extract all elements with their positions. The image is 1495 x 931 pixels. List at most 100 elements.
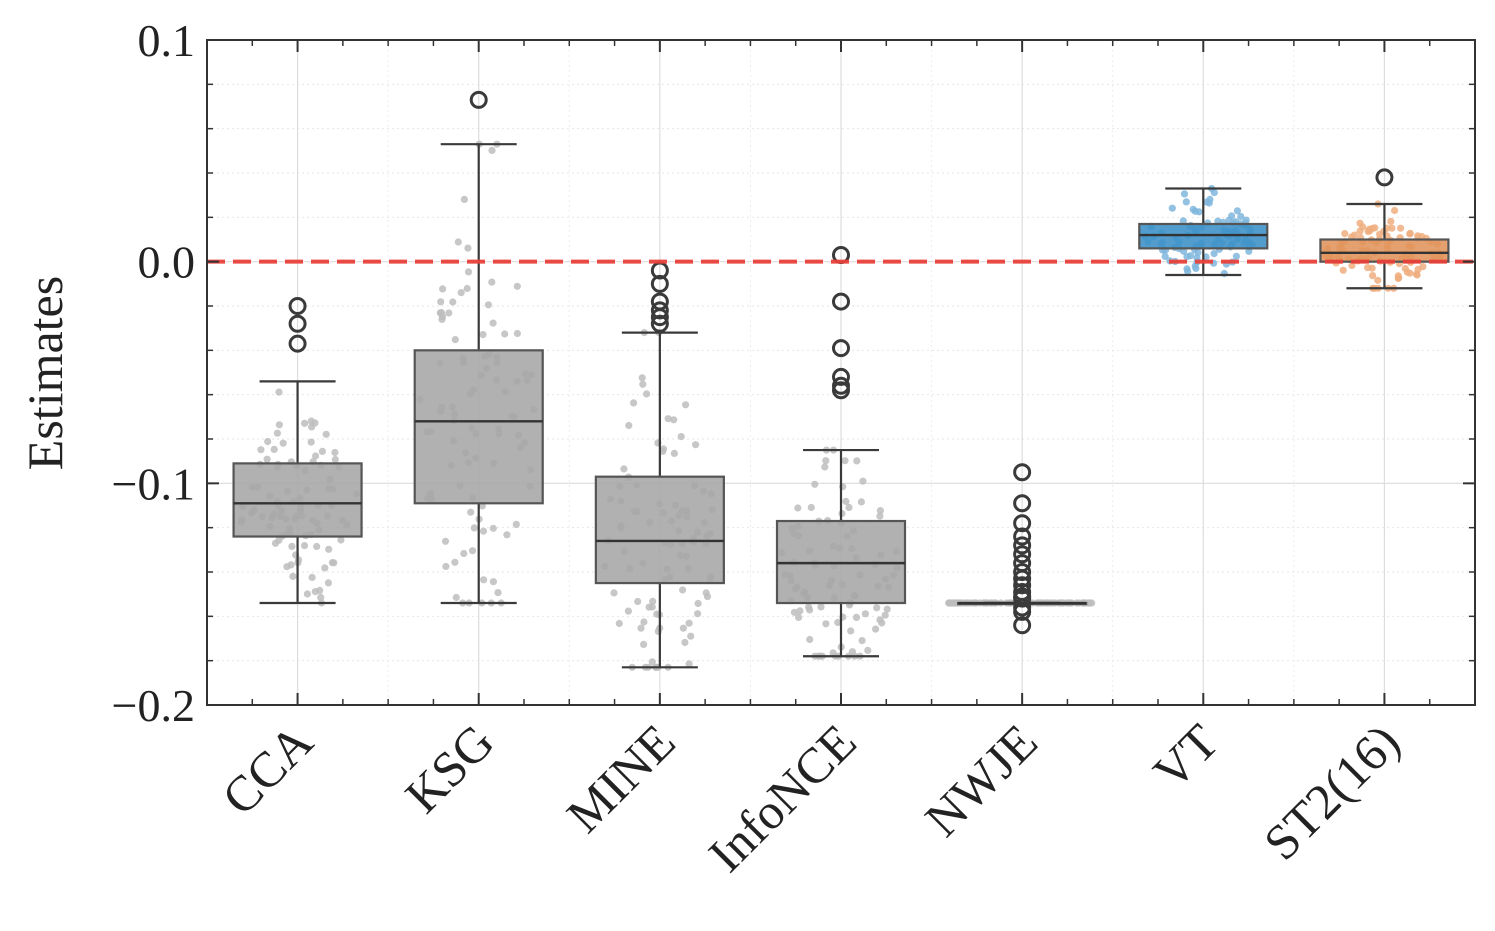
swarm-point <box>1182 198 1190 206</box>
swarm-point <box>1180 190 1189 198</box>
outlier-point <box>832 339 850 358</box>
swarm-point <box>303 590 311 598</box>
swarm-point <box>664 415 672 423</box>
iqr-box <box>594 475 725 585</box>
x-category-label: MINE <box>556 713 686 843</box>
swarm-point <box>308 573 316 582</box>
swarm-point <box>513 329 522 338</box>
y-tick-labels: 0.1 0.0 −0.1 −0.2 <box>112 15 195 731</box>
swarm-point <box>794 504 802 512</box>
swarm-point <box>454 238 462 246</box>
swarm-point <box>1348 261 1356 270</box>
x-category-label: VT <box>1142 713 1229 800</box>
swarm-point <box>807 503 815 512</box>
swarm-point <box>460 549 468 558</box>
swarm-point <box>1233 207 1241 215</box>
swarm-point <box>457 289 465 297</box>
swarm-point <box>610 589 618 597</box>
swarm-point <box>670 416 678 424</box>
outlier-point <box>1013 494 1032 513</box>
swarm-point <box>951 599 959 607</box>
box-cca <box>232 297 363 605</box>
swarm-point <box>1232 252 1240 260</box>
swarm-point <box>449 298 457 306</box>
swarm-point <box>512 520 520 529</box>
swarm-point <box>307 438 315 446</box>
swarm-point <box>634 597 642 606</box>
swarm-point <box>876 512 884 520</box>
swarm-point <box>289 572 297 581</box>
swarm-point <box>1391 206 1399 215</box>
swarm-point <box>279 439 287 447</box>
x-category-label: InfoNCE <box>698 713 867 882</box>
swarm-point <box>841 457 849 465</box>
swarm-point <box>817 603 825 611</box>
swarm-point <box>479 331 487 339</box>
outlier-point <box>288 314 307 333</box>
y-axis-title: Estimates <box>17 276 73 470</box>
swarm-point <box>883 605 891 613</box>
swarm-point <box>324 579 332 587</box>
outlier-point <box>650 301 669 320</box>
box-infonce <box>775 246 907 658</box>
swarm-point <box>679 624 688 632</box>
swarm-point <box>273 429 281 437</box>
swarm-point <box>878 619 886 627</box>
swarm-point <box>337 536 345 544</box>
outlier-point <box>832 292 850 311</box>
swarm-point <box>301 419 309 427</box>
x-category-label: KSG <box>394 713 504 823</box>
swarm-point <box>1168 204 1176 212</box>
outlier-point <box>832 381 850 400</box>
outlier-point <box>1013 463 1032 482</box>
outlier-point <box>1013 545 1032 564</box>
swarm-point <box>318 447 326 455</box>
x-category-label: ST2(16) <box>1253 713 1410 870</box>
swarm-point <box>829 649 837 657</box>
swarm-point <box>439 285 447 293</box>
swarm-point <box>1369 272 1377 280</box>
swarm-point <box>1406 230 1414 238</box>
swarm-point <box>464 268 473 276</box>
swarm-point <box>264 437 272 446</box>
swarm-point <box>822 620 830 628</box>
swarm-point <box>1368 264 1376 272</box>
outlier-point <box>650 308 669 327</box>
outlier-point <box>1013 514 1032 533</box>
iqr-box <box>413 349 544 505</box>
swarm-point <box>694 599 702 608</box>
swarm-point <box>872 625 880 633</box>
swarm-point <box>620 465 628 473</box>
swarm-point <box>275 388 283 396</box>
box-st2-16- <box>1319 168 1450 290</box>
swarm-point <box>300 542 309 550</box>
swarm-point <box>489 578 497 586</box>
swarm-point <box>1210 250 1218 258</box>
swarm-point <box>1237 212 1245 221</box>
swarm-point <box>445 309 453 317</box>
swarm-point <box>853 457 861 465</box>
y-tick-label: −0.2 <box>112 680 195 731</box>
swarm-point <box>317 593 325 602</box>
swarm-point <box>881 611 889 619</box>
swarm-point <box>852 613 861 622</box>
swarm-point <box>307 417 315 425</box>
swarm-point <box>257 446 265 454</box>
outlier-point <box>288 297 307 315</box>
swarm-point <box>1191 207 1199 215</box>
swarm-point <box>322 430 330 438</box>
swarm-point <box>484 301 492 309</box>
swarm-point <box>494 589 502 597</box>
outlier-point <box>1013 576 1032 595</box>
swarm-point <box>452 593 460 602</box>
swarm-point <box>639 380 647 388</box>
swarm-point <box>682 401 690 409</box>
swarm-point <box>488 146 496 154</box>
outlier-point <box>1375 168 1394 187</box>
swarm-point <box>864 646 872 655</box>
swarm-point <box>859 477 867 485</box>
swarm-point <box>857 498 866 506</box>
swarm-point <box>1403 268 1411 276</box>
swarm-point <box>330 559 338 567</box>
swarm-point <box>796 607 804 615</box>
